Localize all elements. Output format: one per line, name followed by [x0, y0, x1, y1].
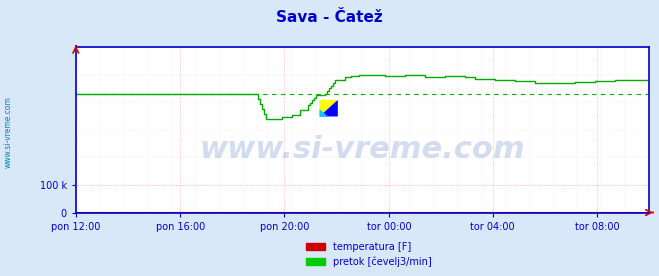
- Polygon shape: [320, 109, 328, 116]
- Text: Sava - Čatež: Sava - Čatež: [276, 10, 383, 25]
- Polygon shape: [320, 100, 338, 116]
- Text: www.si-vreme.com: www.si-vreme.com: [200, 135, 525, 164]
- Legend: temperatura [F], pretok [čevelj3/min]: temperatura [F], pretok [čevelj3/min]: [302, 238, 436, 271]
- Polygon shape: [320, 100, 338, 116]
- Text: www.si-vreme.com: www.si-vreme.com: [3, 97, 13, 168]
